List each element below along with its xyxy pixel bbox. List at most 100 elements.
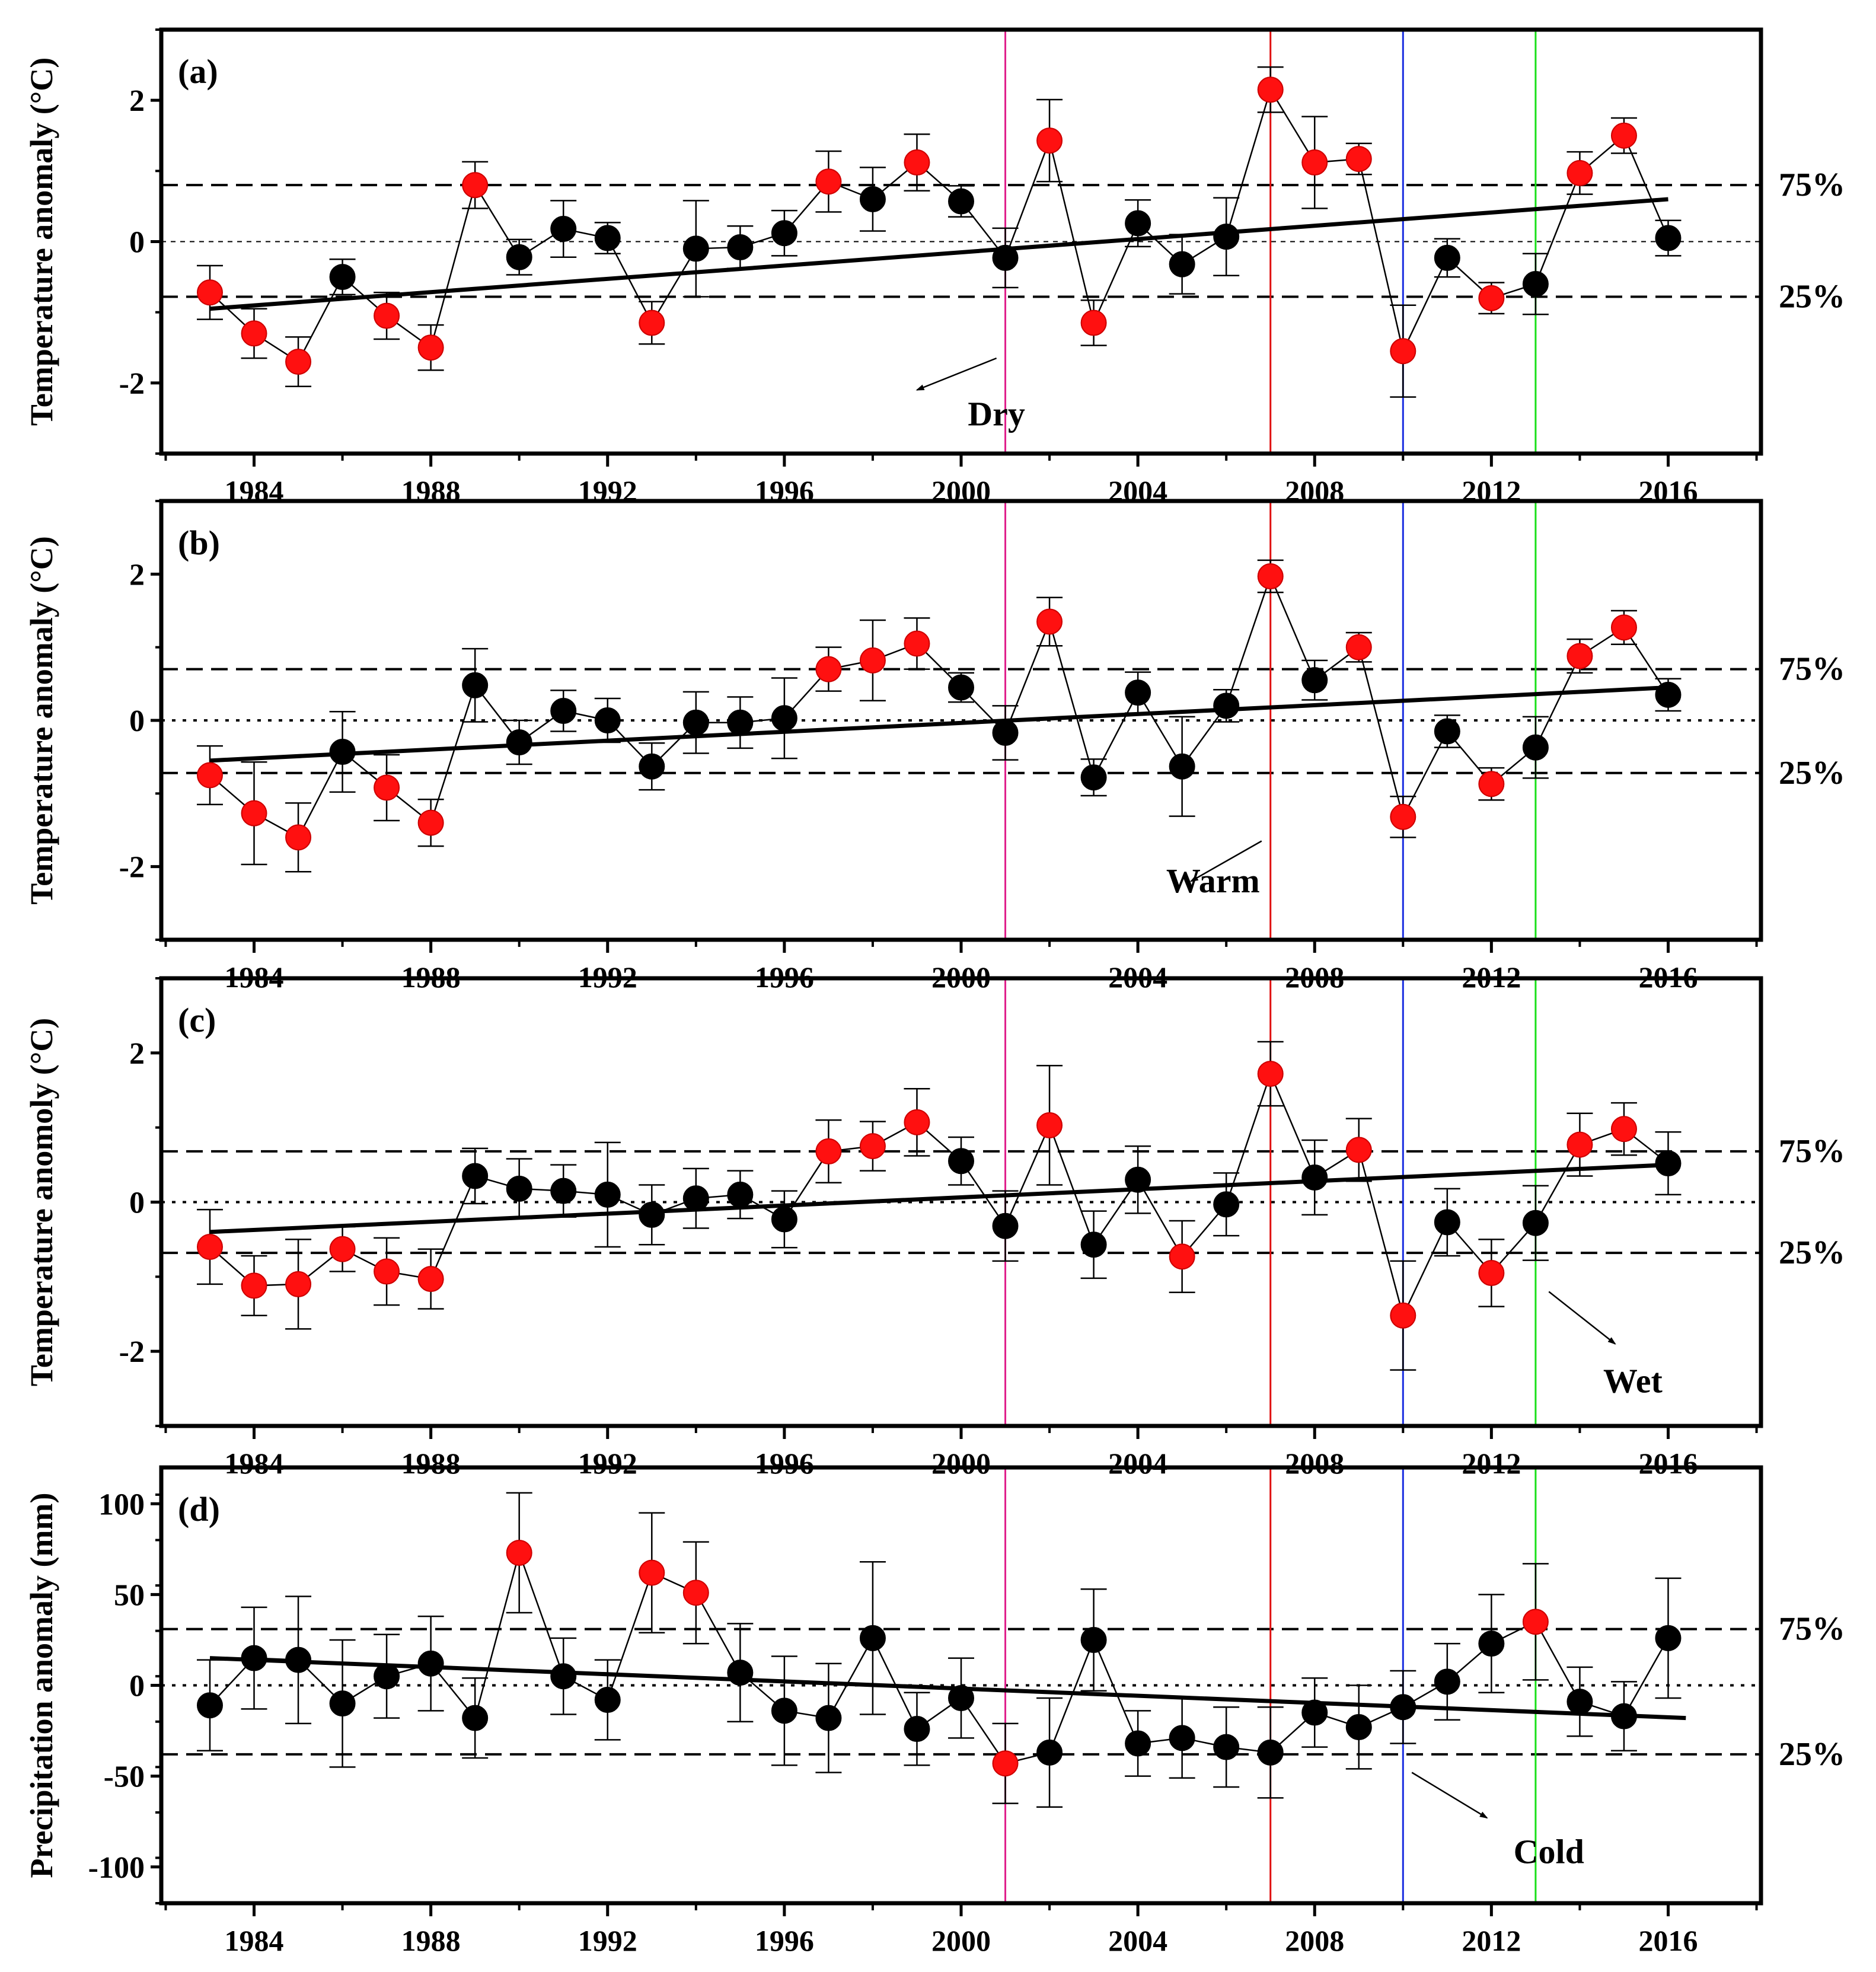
x-tick-label: 1996 xyxy=(755,1924,814,1957)
data-point-1997 xyxy=(815,168,842,195)
x-tick-label: 1988 xyxy=(401,1447,461,1480)
data-point-2001 xyxy=(992,1212,1019,1239)
data-point-1991 xyxy=(550,1663,577,1690)
data-point-1997 xyxy=(815,656,842,682)
data-point-1996 xyxy=(771,220,797,247)
data-point-2000 xyxy=(948,1148,974,1175)
data-point-2000 xyxy=(948,674,974,701)
series-line xyxy=(209,88,1669,363)
data-point-2000 xyxy=(948,1684,974,1711)
data-point-2013 xyxy=(1522,1609,1549,1635)
p25-label: 25% xyxy=(1779,755,1845,792)
series-line xyxy=(209,1550,1669,1764)
trend-line xyxy=(209,197,1668,311)
data-point-1998 xyxy=(859,186,886,212)
series-line xyxy=(209,574,1669,839)
y-tick-label: -2 xyxy=(119,367,145,401)
data-point-1983 xyxy=(196,762,223,789)
trend-line xyxy=(209,685,1668,763)
data-point-1999 xyxy=(904,630,930,657)
data-point-2002 xyxy=(1036,1112,1063,1138)
data-point-1992 xyxy=(594,225,621,251)
y-axis-title: Temperature anomaly (°C) xyxy=(24,536,59,905)
y-axis-title: Temperature anomaly (°C) xyxy=(24,58,59,426)
data-point-1991 xyxy=(550,1178,577,1204)
data-point-2001 xyxy=(992,244,1019,271)
x-tick-label: 2004 xyxy=(1108,1924,1167,1957)
data-point-1996 xyxy=(771,1206,797,1233)
data-point-2016 xyxy=(1655,1625,1682,1651)
data-point-2002 xyxy=(1036,127,1063,154)
annotation-arrow xyxy=(1411,1772,1488,1819)
data-point-2015 xyxy=(1610,614,1637,641)
data-point-1990 xyxy=(506,244,532,270)
y-tick-label: 2 xyxy=(129,1037,145,1071)
data-point-2001 xyxy=(992,719,1019,746)
data-point-1996 xyxy=(771,1697,797,1724)
p75-label: 75% xyxy=(1779,1611,1845,1648)
x-tick-label: 2016 xyxy=(1638,1447,1698,1480)
data-point-1999 xyxy=(904,1716,930,1742)
data-point-2005 xyxy=(1169,1725,1195,1751)
data-point-2003 xyxy=(1080,764,1107,791)
data-point-1994 xyxy=(682,235,709,262)
data-point-1994 xyxy=(682,1185,709,1212)
data-point-2002 xyxy=(1036,608,1063,635)
data-point-1987 xyxy=(374,1258,400,1285)
data-point-1991 xyxy=(550,216,577,242)
y-tick-label: -2 xyxy=(119,1335,145,1369)
data-point-2004 xyxy=(1125,1166,1151,1193)
panel-frame xyxy=(159,976,1763,1428)
annotation-arrow xyxy=(915,357,997,391)
data-point-2015 xyxy=(1610,122,1637,149)
annotation-label: Dry xyxy=(968,394,1025,433)
data-point-1998 xyxy=(859,647,886,674)
data-point-1985 xyxy=(285,1646,312,1673)
data-point-1995 xyxy=(727,709,754,736)
data-point-2013 xyxy=(1522,271,1549,297)
x-tick-label: 2008 xyxy=(1285,1447,1344,1480)
data-point-2009 xyxy=(1345,1713,1372,1740)
data-point-2008 xyxy=(1301,1164,1328,1191)
data-point-2014 xyxy=(1566,643,1593,669)
data-point-1983 xyxy=(196,1692,223,1719)
data-point-1991 xyxy=(550,697,577,724)
x-tick-label: 1988 xyxy=(401,1924,461,1957)
x-tick-label: 2016 xyxy=(1638,1924,1698,1957)
data-point-1993 xyxy=(639,753,665,780)
y-tick-label: -50 xyxy=(104,1760,145,1794)
data-point-2001 xyxy=(992,1750,1019,1777)
data-point-1995 xyxy=(727,1660,754,1686)
data-point-2013 xyxy=(1522,1210,1549,1236)
data-point-2014 xyxy=(1566,1689,1593,1715)
data-point-2014 xyxy=(1566,1131,1593,1158)
data-point-1987 xyxy=(374,774,400,801)
data-point-2010 xyxy=(1390,338,1416,365)
data-point-2009 xyxy=(1345,1137,1372,1163)
p25-label: 25% xyxy=(1779,1234,1845,1271)
panel-label: (d) xyxy=(178,1490,220,1529)
data-point-1990 xyxy=(506,729,532,755)
data-point-1995 xyxy=(727,234,754,261)
data-point-2009 xyxy=(1345,146,1372,173)
annotation-label: Warm xyxy=(1166,861,1260,900)
data-point-1999 xyxy=(904,1109,930,1135)
data-point-1990 xyxy=(506,1175,532,1202)
data-point-2008 xyxy=(1301,149,1328,176)
data-point-1989 xyxy=(462,172,489,199)
x-tick-label: 1984 xyxy=(225,1924,284,1957)
data-point-2004 xyxy=(1125,1730,1151,1757)
x-tick-label: 2004 xyxy=(1108,1447,1167,1480)
x-tick-label: 1992 xyxy=(578,1924,637,1957)
data-point-2005 xyxy=(1169,753,1195,780)
data-point-1997 xyxy=(815,1705,842,1731)
data-point-2003 xyxy=(1080,1231,1107,1258)
data-point-2011 xyxy=(1434,718,1460,745)
y-tick-label: 0 xyxy=(129,1670,145,1703)
data-point-1987 xyxy=(374,1663,400,1690)
data-point-2014 xyxy=(1566,159,1593,186)
data-point-1994 xyxy=(682,1579,709,1606)
x-tick-label: 2000 xyxy=(931,1924,991,1957)
annotation-label: Cold xyxy=(1514,1833,1584,1871)
